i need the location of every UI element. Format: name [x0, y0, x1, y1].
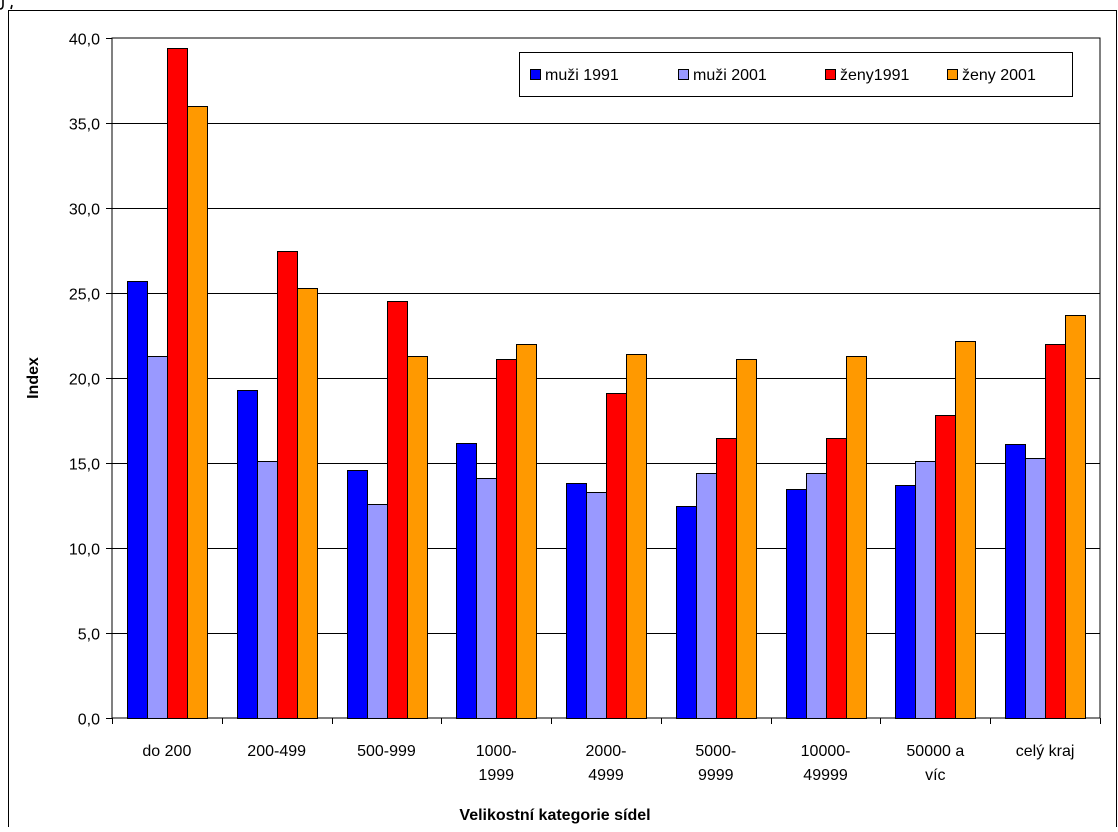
- x-tick-label: 500-999: [357, 743, 416, 760]
- x-tick-label: 1000-: [476, 743, 517, 760]
- bar: [895, 485, 916, 719]
- bar: [496, 359, 517, 719]
- legend-label: muži 2001: [693, 67, 767, 84]
- bar: [935, 415, 956, 719]
- x-tick-label: víc: [925, 767, 945, 784]
- bar: [347, 470, 368, 719]
- y-tick-label: 10,0: [69, 542, 100, 559]
- bar: [606, 393, 627, 719]
- bar: [786, 489, 807, 719]
- bar: [187, 106, 208, 719]
- bar: [736, 359, 757, 719]
- y-tick-label: 15,0: [69, 457, 100, 474]
- bar: [676, 506, 697, 719]
- x-tick-label: 50000 a: [906, 743, 964, 760]
- legend-swatch: [947, 69, 958, 80]
- bar: [367, 504, 388, 719]
- bar: [1005, 444, 1026, 719]
- y-tick-label: 25,0: [69, 287, 100, 304]
- legend-label: ženy1991: [840, 67, 909, 84]
- bar: [456, 443, 477, 719]
- x-tick-label: celý kraj: [1016, 743, 1075, 760]
- x-axis-label: Velikostní kategorie sídel: [459, 807, 650, 824]
- bar: [915, 461, 936, 719]
- bar: [716, 438, 737, 719]
- bar: [147, 356, 168, 719]
- y-tick-label: 30,0: [69, 202, 100, 219]
- x-tick-label: 1999: [478, 767, 514, 784]
- legend-label: muži 1991: [545, 67, 619, 84]
- x-tick-label: 4999: [588, 767, 624, 784]
- y-axis-label: Index: [25, 357, 42, 399]
- bar: [516, 344, 537, 719]
- bar: [237, 390, 258, 719]
- x-tick-label: 9999: [698, 767, 734, 784]
- bar: [626, 354, 647, 719]
- bar: [826, 438, 847, 719]
- x-tick-label: 49999: [803, 767, 848, 784]
- bar: [407, 356, 428, 719]
- bar: [167, 48, 188, 719]
- legend-box: [519, 52, 1073, 97]
- legend: muži 1991 muži 2001 ženy1991 ženy 2001: [519, 52, 1073, 97]
- y-tick-label: 40,0: [69, 32, 100, 49]
- legend-swatch: [678, 69, 689, 80]
- legend-swatch: [530, 69, 541, 80]
- bar: [846, 356, 867, 719]
- bars: [127, 48, 1086, 719]
- bar: [1045, 344, 1066, 719]
- bar: [955, 341, 976, 719]
- bar: [297, 288, 318, 719]
- x-tick-label: 2000-: [586, 743, 627, 760]
- axes: 0,0 5,0 10,0 15,0 20,0 25,0 30,0 35,0 40,0 do 200…: [69, 32, 1101, 784]
- bar: [476, 478, 497, 719]
- cropped-caption-comma: [10, 4, 13, 10]
- bar: [127, 281, 148, 719]
- bar: [1065, 315, 1086, 719]
- legend-label: ženy 2001: [962, 67, 1036, 84]
- x-tick-label: do 200: [142, 743, 191, 760]
- y-tick-label: 0,0: [78, 712, 100, 729]
- bar: [277, 251, 298, 719]
- bar: [1025, 458, 1046, 719]
- bar: [387, 301, 408, 719]
- bar: [257, 461, 278, 719]
- legend-swatch: [825, 69, 836, 80]
- bar: [806, 473, 827, 719]
- cropped-caption-glyph: [0, 0, 4, 10]
- y-tick-label: 20,0: [69, 372, 100, 389]
- x-tick-label: 5000-: [695, 743, 736, 760]
- bar: [586, 492, 607, 719]
- y-tick-label: 35,0: [69, 117, 100, 134]
- bar: [566, 483, 587, 719]
- x-tick-label: 200-499: [247, 743, 306, 760]
- y-tick-label: 5,0: [78, 627, 100, 644]
- x-tick-label: 10000-: [801, 743, 851, 760]
- bar: [696, 473, 717, 719]
